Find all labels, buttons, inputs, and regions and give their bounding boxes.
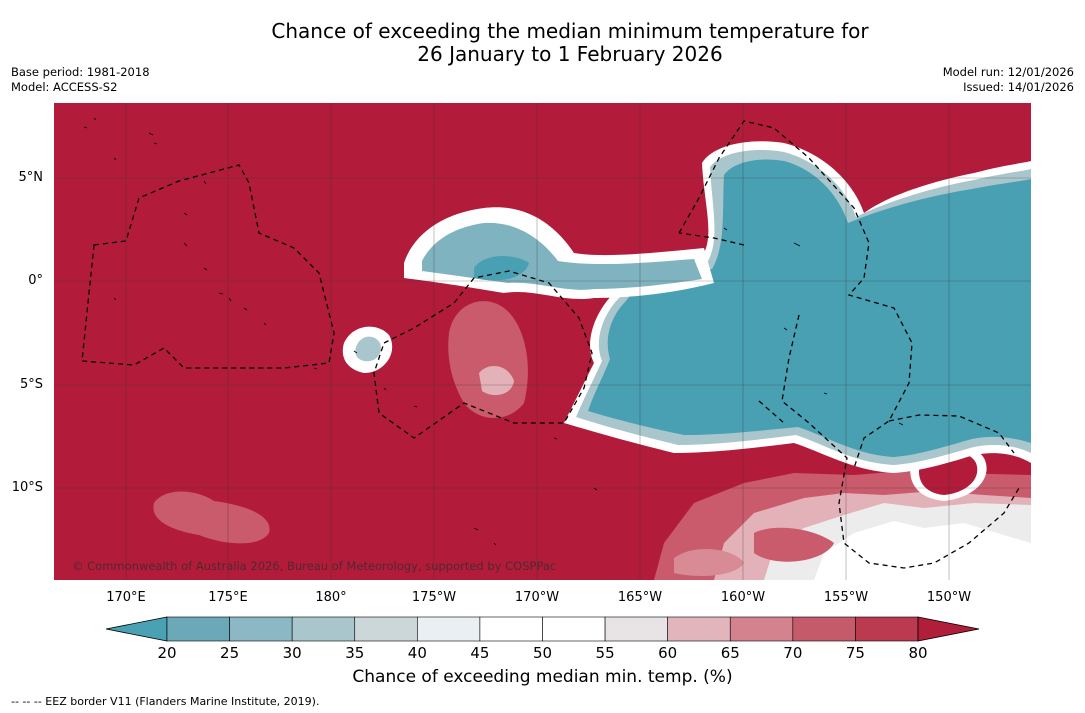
meta-right: Model run: 12/01/2026 Issued: 14/01/2026 — [943, 65, 1074, 95]
warm-west-patch — [153, 491, 270, 544]
model-name: Model: ACCESS-S2 — [11, 80, 118, 94]
colorbar-tick-20: 20 — [157, 644, 177, 662]
colorbar-box — [417, 616, 481, 642]
colorbar-tick-45: 45 — [470, 644, 490, 662]
cool-arm-spot — [474, 256, 529, 281]
eez-legend-note: -- -- -- EEZ border V11 (Flanders Marine… — [11, 695, 320, 708]
x-tick-175w: 175°W — [411, 590, 457, 605]
cool-region-core — [588, 159, 1031, 457]
x-tick-180: 180° — [315, 590, 347, 605]
colorbar-tick-75: 75 — [845, 644, 865, 662]
colorbar-box — [855, 616, 919, 642]
cool-patch-small-core — [355, 336, 381, 362]
x-tick-170w: 170°W — [514, 590, 560, 605]
colorbar-box — [792, 616, 856, 642]
colorbar-tick-55: 55 — [595, 644, 615, 662]
colorbar-tick-40: 40 — [407, 644, 427, 662]
map-title: Chance of exceeding the median minimum t… — [0, 20, 1085, 66]
x-tick-150w: 150°W — [926, 590, 972, 605]
colorbar-box — [229, 616, 293, 642]
title-line-2: 26 January to 1 February 2026 — [417, 42, 723, 66]
x-tick-165w: 165°W — [617, 590, 663, 605]
colorbar-tick-30: 30 — [282, 644, 302, 662]
y-tick-0: 0° — [28, 273, 43, 288]
copyright-notice: © Commonwealth of Australia 2026, Bureau… — [72, 559, 556, 573]
colorbar-box — [667, 616, 731, 642]
colorbar-tick-25: 25 — [220, 644, 240, 662]
colorbar-arrow-low — [105, 616, 168, 642]
x-tick-160w: 160°W — [720, 590, 766, 605]
graticule — [54, 103, 1031, 580]
title-line-1: Chance of exceeding the median minimum t… — [271, 19, 869, 43]
colorbar-box — [542, 616, 606, 642]
colorbar-tick-50: 50 — [532, 644, 553, 662]
probability-map: © Commonwealth of Australia 2026, Bureau… — [54, 103, 1031, 580]
colorbar-tick-65: 65 — [720, 644, 740, 662]
base-period: Base period: 1981-2018 — [11, 65, 150, 79]
warm-mixed-patch-light — [479, 366, 514, 396]
colorbar-tick-70: 70 — [783, 644, 803, 662]
y-tick-5n: 5°N — [18, 170, 44, 185]
colorbar-arrow-high — [917, 616, 980, 642]
issued-date: Issued: 14/01/2026 — [963, 80, 1074, 94]
colorbar-box — [729, 616, 794, 642]
colorbar-box — [354, 616, 418, 642]
eez-borders — [81, 120, 1020, 569]
x-tick-155w: 155°W — [823, 590, 869, 605]
model-run: Model run: 12/01/2026 — [942, 65, 1074, 79]
colorbar-label: Chance of exceeding median min. temp. (%… — [352, 667, 733, 687]
colorbar-box — [291, 616, 356, 642]
meta-left: Base period: 1981-2018 Model: ACCESS-S2 — [11, 65, 150, 95]
x-tick-175e: 175°E — [208, 590, 248, 605]
x-tick-170e: 170°E — [106, 590, 146, 605]
islands — [83, 117, 904, 546]
colorbar-box — [166, 616, 230, 642]
colorbar-tick-80: 80 — [908, 644, 928, 662]
colorbar — [105, 616, 980, 642]
colorbar-box — [604, 616, 668, 642]
y-tick-10s: 10°S — [11, 480, 43, 495]
colorbar-box — [479, 616, 543, 642]
y-tick-5s: 5°S — [19, 377, 43, 392]
colorbar-tick-60: 60 — [658, 644, 678, 662]
colorbar-tick-35: 35 — [345, 644, 365, 662]
